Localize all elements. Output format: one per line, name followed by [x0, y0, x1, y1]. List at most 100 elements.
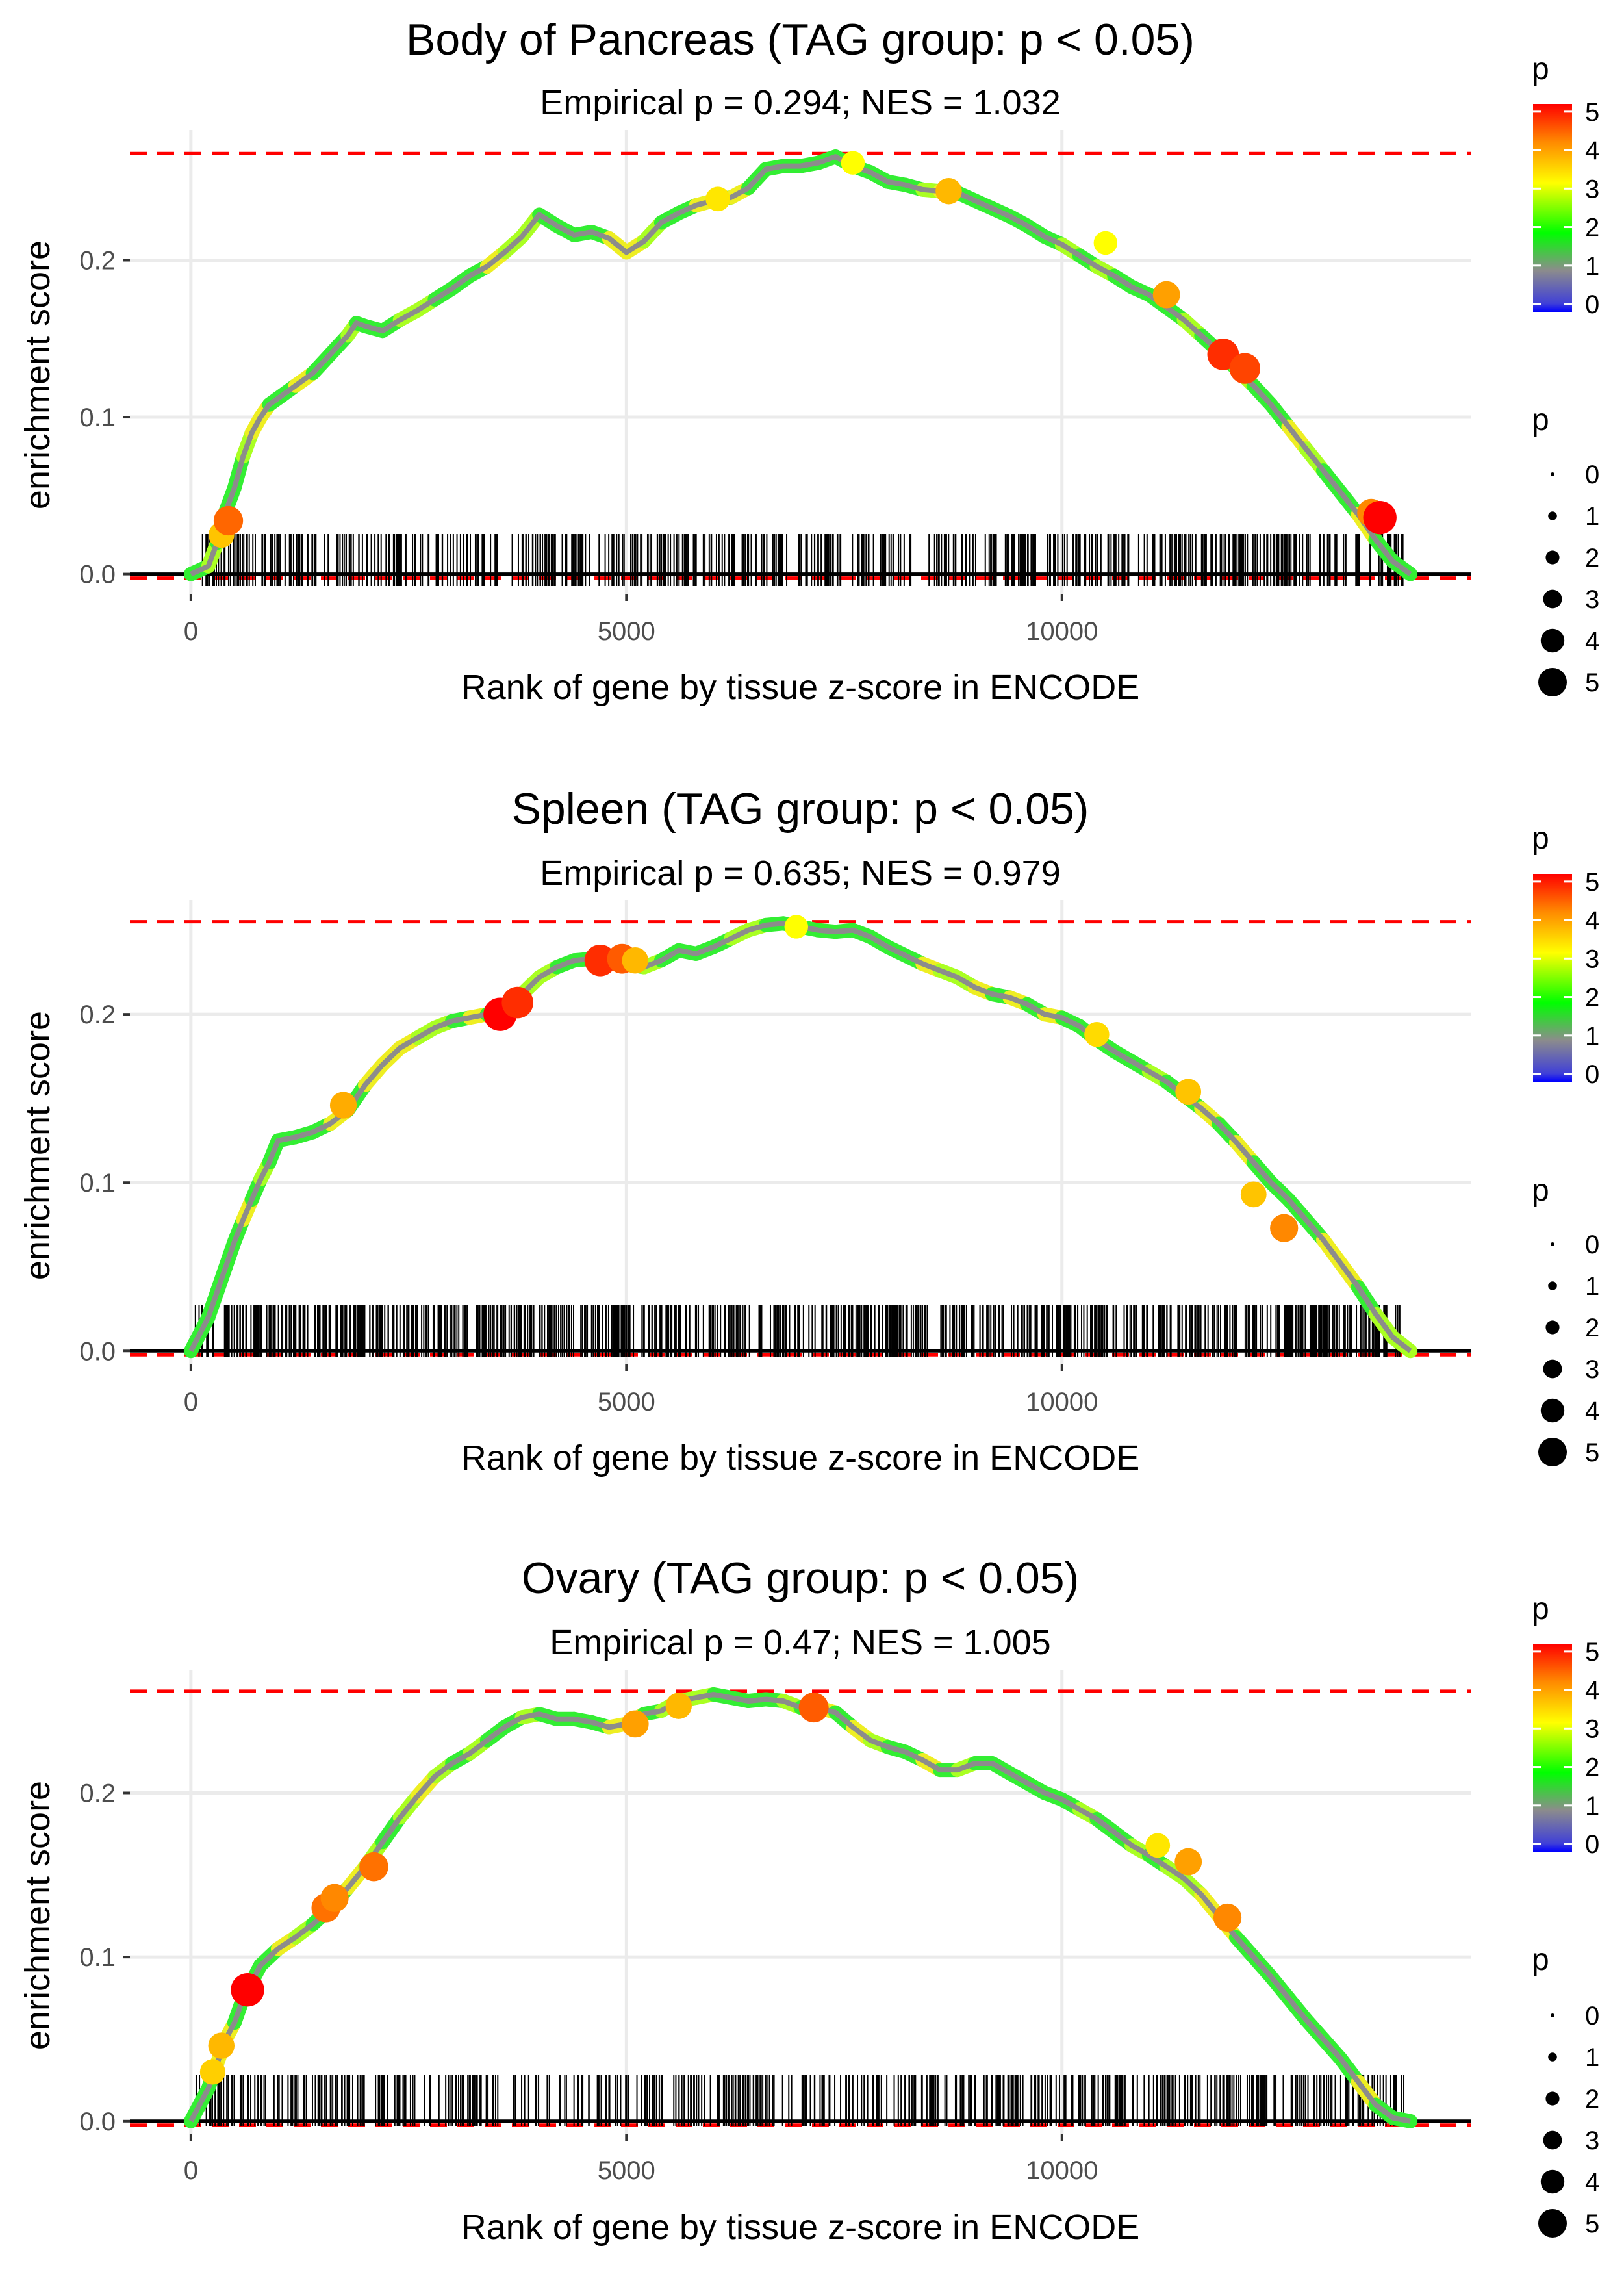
- y-tick-label: 0.2: [79, 246, 116, 275]
- size-key-label: 1: [1585, 1272, 1599, 1301]
- size-key-label: 0: [1585, 2002, 1599, 2030]
- legend-pancreas: p 5 4 3 2 1 0 p 0 1 2 3 4 5: [1532, 52, 1599, 697]
- panel-title: Ovary (TAG group: p < 0.05): [522, 1553, 1080, 1603]
- size-key-label: 5: [1585, 669, 1599, 697]
- size-key-label: 2: [1585, 1314, 1599, 1342]
- colorbar: 5 4 3 2 1 0: [1533, 1638, 1599, 1859]
- y-tick-label: 0.1: [79, 1169, 116, 1197]
- highlighted-point: [1084, 1022, 1110, 1047]
- x-axis-title: Rank of gene by tissue z-score in ENCODE: [461, 668, 1139, 707]
- size-legend: 0 1 2 3 4 5: [1538, 1231, 1599, 1467]
- colorbar-label: 4: [1585, 136, 1599, 165]
- highlighted-point: [1363, 500, 1397, 535]
- highlighted-point: [705, 186, 730, 212]
- y-tick-label: 0.1: [79, 403, 116, 432]
- gene-rug: [201, 534, 1404, 586]
- size-key-label: 3: [1585, 585, 1599, 614]
- highlighted-point: [1213, 1903, 1242, 1932]
- color-legend-title: p: [1532, 1592, 1549, 1626]
- colorbar-label: 2: [1585, 214, 1599, 242]
- colorbar-gradient: [1533, 1644, 1572, 1852]
- size-key-label: 2: [1585, 2085, 1599, 2114]
- colorbar-label: 4: [1585, 906, 1599, 935]
- panel-pancreas: Body of Pancreas (TAG group: p < 0.05) E…: [18, 15, 1471, 707]
- x-tick-label: 0: [184, 1388, 198, 1416]
- size-key-dot: [1551, 2013, 1554, 2017]
- colorbar-label: 3: [1585, 945, 1599, 973]
- size-key-label: 0: [1585, 461, 1599, 489]
- highlighted-point: [501, 986, 534, 1019]
- panel-ovary: Ovary (TAG group: p < 0.05) Empirical p …: [18, 1553, 1471, 2247]
- highlighted-point: [1270, 1214, 1299, 1242]
- size-key-dot: [1540, 1398, 1565, 1423]
- size-key-label: 4: [1585, 2168, 1599, 2197]
- y-tick-label: 0.2: [79, 1779, 116, 1808]
- size-key-dot: [1545, 1320, 1560, 1335]
- highlighted-point: [208, 2032, 235, 2059]
- colorbar-label: 1: [1585, 252, 1599, 281]
- size-key-dot: [1538, 1438, 1567, 1466]
- plot-area: 0 5000 10000 0.0 0.1 0.2: [79, 1670, 1471, 2185]
- size-key-dot: [1551, 1242, 1554, 1246]
- size-key-label: 5: [1585, 2210, 1599, 2238]
- colorbar-label: 5: [1585, 1638, 1599, 1667]
- x-tick-label: 0: [184, 2156, 198, 2185]
- size-key-label: 2: [1585, 544, 1599, 572]
- y-tick-label: 0.0: [79, 1337, 116, 1366]
- panel-subtitle: Empirical p = 0.294; NES = 1.032: [540, 83, 1060, 122]
- highlighted-point: [199, 2059, 225, 2085]
- x-tick-label: 10000: [1026, 2156, 1098, 2185]
- x-axis-title: Rank of gene by tissue z-score in ENCODE: [461, 2208, 1139, 2247]
- y-axis-title: enrichment score: [18, 240, 57, 509]
- colorbar-label: 2: [1585, 1754, 1599, 1782]
- colorbar-label: 4: [1585, 1676, 1599, 1705]
- size-key-dot: [1545, 2091, 1560, 2106]
- colorbar-label: 1: [1585, 1022, 1599, 1051]
- panel-title: Body of Pancreas (TAG group: p < 0.05): [406, 15, 1195, 64]
- size-key-dot: [1538, 2209, 1567, 2238]
- color-legend-title: p: [1532, 821, 1549, 856]
- size-key-label: 5: [1585, 1438, 1599, 1467]
- y-axis-title: enrichment score: [18, 1781, 57, 2050]
- size-legend-title: p: [1532, 1943, 1549, 1977]
- x-axis-title: Rank of gene by tissue z-score in ENCODE: [461, 1438, 1139, 1477]
- highlighted-point: [935, 177, 962, 205]
- y-tick-label: 0.1: [79, 1943, 116, 1972]
- x-tick-label: 5000: [598, 617, 655, 646]
- size-key-dot: [1543, 589, 1562, 609]
- size-key-dot: [1545, 550, 1560, 565]
- colorbar-gradient: [1533, 104, 1572, 312]
- y-tick-label: 0.0: [79, 2108, 116, 2136]
- x-tick-label: 10000: [1026, 617, 1098, 646]
- highlighted-point: [621, 1710, 649, 1738]
- highlighted-point: [784, 915, 808, 939]
- es-curve: [188, 921, 1412, 1353]
- colorbar-label: 0: [1585, 1060, 1599, 1089]
- highlighted-point: [329, 1092, 357, 1119]
- size-key-label: 0: [1585, 1231, 1599, 1259]
- size-key-dot: [1548, 2052, 1557, 2062]
- colorbar-label: 5: [1585, 868, 1599, 897]
- highlighted-point: [584, 944, 616, 977]
- panel-subtitle: Empirical p = 0.47; NES = 1.005: [550, 1623, 1050, 1662]
- colorbar-label: 2: [1585, 984, 1599, 1012]
- highlighted-point: [1175, 1079, 1202, 1105]
- highlighted-point: [1145, 1833, 1171, 1858]
- colorbar-label: 0: [1585, 1830, 1599, 1859]
- size-key-dot: [1551, 472, 1554, 476]
- y-tick-label: 0.2: [79, 1001, 116, 1029]
- highlighted-point: [798, 1693, 829, 1723]
- gene-rug: [195, 2075, 1405, 2126]
- size-key-dot: [1548, 1281, 1557, 1290]
- colorbar-gradient: [1533, 874, 1572, 1082]
- panel-title: Spleen (TAG group: p < 0.05): [512, 784, 1089, 834]
- y-axis-title: enrichment score: [18, 1011, 57, 1280]
- size-key-label: 1: [1585, 2043, 1599, 2072]
- highlighted-point: [1093, 231, 1118, 255]
- size-key-dot: [1543, 2130, 1562, 2150]
- plot-area: 0 5000 10000 0.0 0.1 0.2: [79, 130, 1471, 646]
- colorbar-label: 5: [1585, 98, 1599, 127]
- colorbar-label: 3: [1585, 175, 1599, 203]
- colorbar-label: 0: [1585, 290, 1599, 319]
